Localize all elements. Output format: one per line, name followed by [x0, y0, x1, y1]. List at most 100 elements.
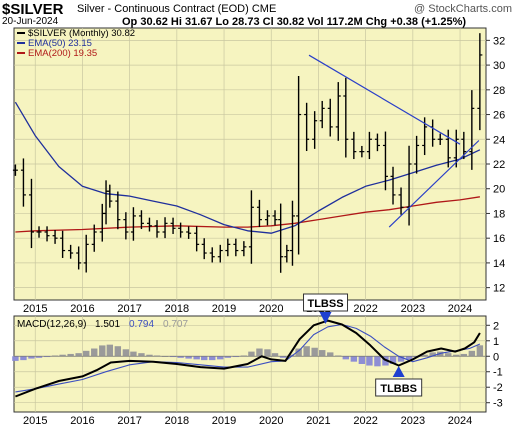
macd-histogram-bar [193, 356, 200, 360]
price-bar [186, 226, 192, 239]
macd-histogram-bar [12, 356, 19, 361]
macd-histogram-bar [201, 356, 208, 361]
macd-histogram-bar [248, 351, 255, 357]
price-bar [304, 102, 310, 152]
price-bar [52, 230, 58, 244]
price-bar [278, 203, 284, 273]
price-tick-label-y: 24 [493, 134, 505, 146]
price-bar [248, 190, 254, 264]
macd-tick-label-x: 2024 [448, 415, 472, 427]
tlbbs-annotation-label: TLBBS [380, 383, 417, 395]
macd-histogram-bar [209, 356, 216, 361]
macd-tick-label-x: 2016 [70, 415, 94, 427]
price-bar [20, 158, 26, 207]
price-tick-label-x: 2023 [401, 303, 425, 315]
macd-tick-label-y: 1 [493, 336, 499, 348]
ohlc-readout: Op 30.62 Hi 31.67 Lo 28.73 Cl 30.82 Vol … [122, 16, 467, 28]
price-tick-label-x: 2015 [23, 303, 47, 315]
price-tick-label-x: 2018 [165, 303, 189, 315]
price-bar [390, 166, 396, 205]
chart-subtitle: Silver - Continuous Contract (EOD) CME [77, 3, 277, 15]
macd-histogram-bar [445, 353, 452, 357]
macd-histogram-bar [389, 356, 397, 364]
macd-tick-label-x: 2021 [306, 415, 330, 427]
price-bar [351, 131, 357, 160]
macd-histogram-bar [185, 356, 192, 359]
price-bar [115, 191, 121, 230]
macd-tick-label-x: 2019 [212, 415, 236, 427]
price-tick-label-x: 2024 [448, 303, 472, 315]
price-bar [414, 135, 420, 174]
price-bar [256, 199, 262, 228]
macd-legend-label: 0.794 [129, 319, 154, 330]
price-bar [343, 77, 349, 158]
price-bar [130, 207, 136, 241]
price-bar [241, 241, 247, 257]
macd-tick-label-x: 2020 [259, 415, 283, 427]
macd-histogram-bar [75, 353, 82, 357]
macd-tick-label-x: 2015 [23, 415, 47, 427]
macd-histogram-bar [319, 350, 326, 357]
price-tick-label-y: 26 [493, 110, 505, 122]
macd-histogram-bar [106, 344, 114, 357]
price-bar [359, 145, 365, 158]
macd-plot-area [13, 315, 487, 413]
price-bar [319, 100, 325, 129]
price-bar [12, 164, 18, 176]
macd-histogram-bar [59, 354, 66, 357]
macd-tick-label-y: 2 [493, 320, 499, 332]
tlbss-annotation-box [303, 293, 349, 312]
macd-signal-line [15, 323, 481, 393]
macd-histogram-bar [138, 353, 145, 357]
macd-histogram-bar [91, 348, 98, 357]
ema50-line [14, 101, 481, 234]
macd-tick-label-y: 0 [493, 351, 499, 363]
price-bar [366, 131, 372, 160]
price-tick-label-y: 12 [493, 283, 505, 295]
tlbss-arrow [319, 312, 332, 324]
price-tick-label-y: 28 [493, 85, 505, 97]
macd-histogram-bar [382, 356, 389, 366]
macd-legend-label: MACD(12,26,9) [17, 319, 86, 330]
macd-histogram-bar [20, 356, 27, 361]
price-tick-label-x: 2020 [259, 303, 283, 315]
macd-histogram-bar [256, 348, 263, 357]
price-tick-label-x: 2017 [117, 303, 141, 315]
macd-histogram-bar [366, 356, 373, 366]
price-bar [217, 244, 223, 263]
macd-tick-label-x: 2022 [353, 415, 377, 427]
price-bar [76, 246, 82, 270]
macd-tick-label-y: -1 [493, 367, 503, 379]
price-bars [12, 33, 483, 273]
price-bar [146, 217, 152, 232]
price-bar [469, 90, 475, 170]
macd-histogram-bar [342, 356, 350, 360]
price-bar [289, 200, 295, 266]
price-bar [296, 75, 302, 255]
price-bar [170, 217, 176, 234]
price-legend-label: EMA(50) 23.15 [28, 38, 92, 49]
macd-histogram-bar [460, 353, 468, 357]
price-tick-label-y: 18 [493, 208, 505, 220]
macd-histogram-bar [146, 354, 153, 357]
price-bar [477, 33, 483, 131]
chart-date: 20-Jun-2024 [2, 16, 59, 27]
price-tick-label-y: 22 [493, 159, 505, 171]
price-bar [178, 222, 184, 238]
price-bar [445, 129, 451, 168]
price-bar [284, 244, 290, 263]
macd-tick-label-x: 2018 [165, 415, 189, 427]
price-bar [28, 178, 34, 249]
price-legend-label: $SILVER (Monthly) 30.82 [28, 28, 135, 39]
price-tick-label-x: 2016 [70, 303, 94, 315]
macd-tick-label-y: -3 [493, 398, 503, 410]
macd-histogram-bar [224, 356, 232, 358]
macd-histogram-bar [28, 356, 35, 359]
chart-symbol: $SILVER [2, 1, 64, 18]
macd-legend-label: 0.707 [163, 319, 188, 330]
macd-histogram-bar [468, 350, 476, 357]
macd-histogram-bar [311, 347, 318, 357]
macd-tick-label-x: 2017 [117, 415, 141, 427]
price-bar [107, 184, 113, 208]
